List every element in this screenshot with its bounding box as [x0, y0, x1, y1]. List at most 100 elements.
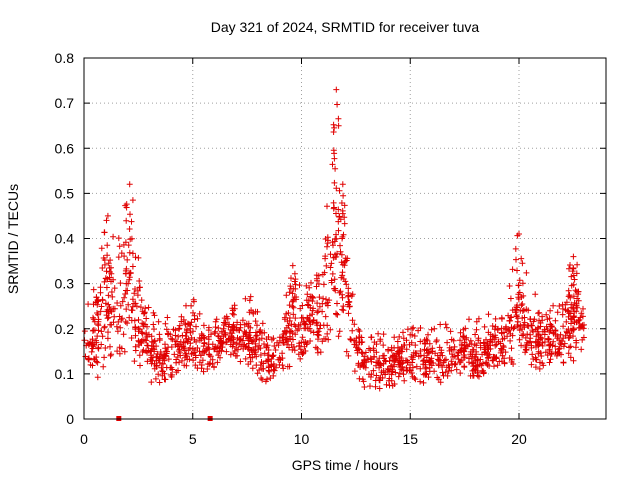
data-point — [570, 313, 577, 320]
data-point — [259, 365, 265, 372]
data-point — [265, 347, 272, 353]
data-point — [116, 350, 123, 357]
data-point — [139, 320, 146, 327]
data-point — [457, 370, 464, 377]
data-point — [242, 295, 249, 302]
data-point — [573, 319, 580, 326]
data-point — [512, 245, 519, 252]
data-point — [516, 327, 523, 334]
data-point — [403, 364, 410, 371]
data-point — [298, 315, 305, 321]
data-point — [104, 252, 111, 259]
data-point — [492, 342, 499, 349]
data-point — [230, 336, 237, 343]
data-point — [522, 344, 529, 350]
data-point — [391, 353, 398, 360]
data-point — [348, 293, 355, 299]
data-point — [296, 342, 302, 349]
data-point — [251, 347, 258, 354]
data-point — [89, 336, 96, 343]
data-point — [359, 350, 366, 357]
data-point — [259, 330, 265, 337]
data-point — [457, 337, 463, 344]
data-point — [183, 329, 190, 336]
data-point — [440, 372, 447, 379]
data-point — [437, 321, 444, 328]
data-point — [270, 335, 277, 342]
data-point — [330, 121, 337, 128]
data-point — [411, 333, 418, 339]
data-point — [200, 368, 207, 375]
data-point — [337, 248, 344, 255]
data-point — [163, 348, 170, 355]
y-tick-label: 0.1 — [55, 366, 75, 382]
data-point — [314, 277, 321, 284]
data-point — [461, 363, 468, 370]
data-point — [253, 336, 260, 343]
data-point — [328, 260, 335, 267]
data-point — [138, 297, 145, 304]
data-point — [105, 329, 111, 336]
data-point — [547, 356, 554, 363]
data-point — [511, 324, 518, 331]
data-point — [552, 343, 559, 350]
data-point — [247, 324, 254, 331]
data-point — [527, 335, 534, 342]
data-point — [299, 334, 306, 341]
data-point — [335, 333, 342, 340]
data-point — [287, 283, 294, 290]
data-point — [125, 301, 132, 308]
data-point — [319, 308, 326, 315]
data-point — [265, 352, 272, 359]
data-point — [315, 272, 322, 279]
data-point — [519, 280, 526, 287]
data-point — [368, 334, 375, 341]
data-point — [522, 349, 529, 356]
data-point — [383, 381, 390, 388]
data-point — [552, 317, 559, 324]
data-point — [506, 317, 513, 324]
data-point — [316, 294, 323, 301]
data-point — [201, 348, 208, 355]
data-point — [322, 236, 329, 242]
data-point — [139, 330, 146, 337]
data-point — [530, 318, 537, 325]
data-point — [513, 313, 520, 320]
data-point — [115, 235, 122, 242]
data-point — [570, 333, 576, 340]
data-point — [272, 347, 279, 353]
data-point — [572, 287, 579, 294]
data-point — [334, 250, 340, 257]
data-point — [91, 356, 98, 363]
x-tick-label: 20 — [511, 431, 527, 447]
data-point — [539, 339, 546, 346]
data-point — [537, 350, 544, 356]
data-point — [532, 364, 539, 371]
data-point — [172, 332, 179, 339]
data-point — [126, 226, 133, 232]
data-point — [145, 347, 152, 354]
data-point — [577, 314, 584, 321]
data-point — [327, 251, 334, 258]
data-point — [164, 314, 171, 321]
data-point — [324, 322, 331, 329]
data-point — [118, 250, 125, 257]
data-point — [105, 260, 112, 267]
data-point — [129, 307, 136, 314]
data-point — [208, 331, 214, 338]
data-point — [301, 320, 308, 327]
data-point — [140, 347, 147, 354]
data-point — [516, 277, 523, 284]
data-point — [544, 352, 551, 359]
data-point — [389, 366, 396, 373]
data-point — [137, 339, 144, 346]
data-point — [340, 307, 347, 314]
data-point — [523, 306, 530, 313]
data-point — [335, 206, 342, 213]
data-point — [334, 300, 340, 307]
data-point — [254, 370, 261, 377]
data-point — [476, 373, 482, 380]
data-point — [360, 363, 367, 370]
data-point — [132, 332, 139, 339]
data-point — [148, 338, 155, 345]
